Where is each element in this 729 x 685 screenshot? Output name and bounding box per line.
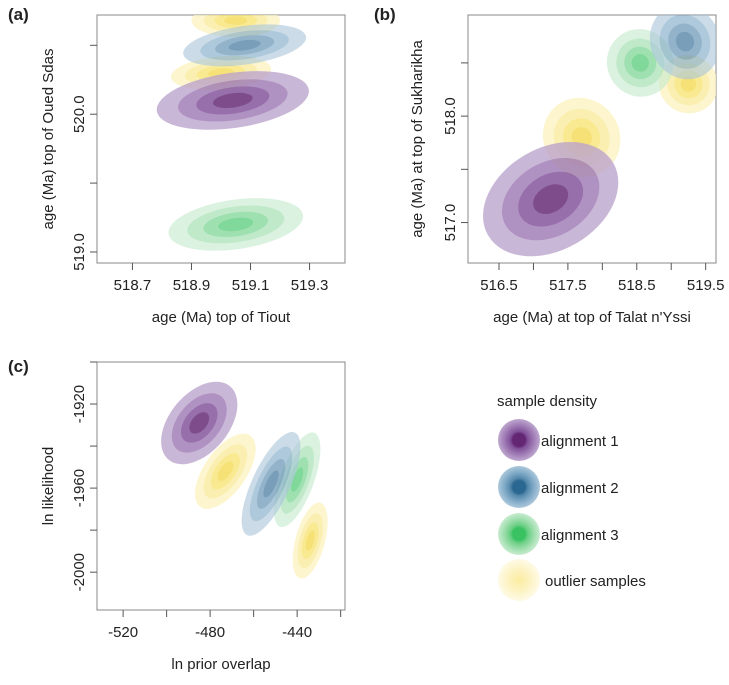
panel-b-x-tick-label: 518.5 — [618, 277, 656, 294]
panel-a-x-tick-label: 519.1 — [232, 277, 270, 294]
panel-b-x-tick-label: 517.5 — [549, 277, 587, 294]
panel-b-series-alignment-1 — [483, 141, 619, 257]
panel-c-frame — [96, 361, 346, 611]
panel-b-density — [483, 15, 716, 257]
legend-entry-alignment-2: alignment 2 — [498, 466, 619, 508]
panel-a-series-alignment-1 — [156, 71, 309, 130]
panel-c-x-tick-label: -480 — [195, 624, 225, 641]
panel-b-x-axis-label: age (Ma) at top of Talat n'Yssi — [493, 309, 691, 326]
panel-b-y-tick-label: 517.0 — [442, 204, 459, 242]
panel-b-x-ticks: 516.5 517.5 518.5 519.5 — [480, 263, 724, 294]
panel-a-x-tick-label: 518.9 — [173, 277, 211, 294]
legend-swatch-alignment-2 — [498, 466, 540, 508]
panel-a: (a) 518.7 518.9 519.1 519.3 519.0 520.0 age … — [8, 5, 346, 326]
legend-label-alignment-1: alignment 1 — [541, 433, 619, 450]
panel-a-alignment-2-region-1-level-4 — [228, 39, 261, 51]
panel-b: (b) 516.5 517.5 518.5 519.5 517.0 518.0 age … — [374, 5, 724, 326]
panel-b-frame — [467, 14, 717, 264]
legend-swatch-outlier-samples — [498, 559, 540, 601]
panel-letter-a: (a) — [8, 5, 29, 24]
panel-b-x-tick-label: 516.5 — [480, 277, 518, 294]
panel-b-outlier-samples-region-2-level-4 — [680, 76, 697, 92]
panel-a-x-ticks: 518.7 518.9 519.1 519.3 — [114, 263, 329, 294]
panel-c-x-axis-label: ln prior overlap — [171, 656, 270, 673]
panel-c-series-alignment-2 — [241, 432, 301, 536]
panel-a-density — [156, 15, 309, 251]
panel-b-alignment-2-region-1-level-4 — [675, 31, 695, 52]
legend-entry-alignment-1: alignment 1 — [498, 419, 619, 461]
panel-a-y-axis-label: age (Ma) top of Oued Sdas — [40, 49, 57, 230]
panel-letter-c: (c) — [8, 357, 29, 376]
panel-b-x-tick-label: 519.5 — [687, 277, 725, 294]
panel-c-x-tick-label: -440 — [282, 624, 312, 641]
panel-c-x-ticks: -520 -480 -440 — [108, 610, 342, 641]
panel-b-alignment-3-region-1-level-4 — [631, 54, 649, 72]
panel-a-x-tick-label: 518.7 — [114, 277, 152, 294]
legend-label-alignment-2: alignment 2 — [541, 480, 619, 497]
panel-a-outlier-samples-region-1-level-4 — [224, 16, 248, 25]
panel-c-y-axis-label: ln likelihood — [40, 447, 57, 525]
panel-b-series-alignment-2 — [649, 15, 716, 80]
panel-a-alignment-3-region-1-level-4 — [218, 217, 254, 232]
legend: sample density alignment 1 alignment 2 a… — [497, 393, 646, 601]
panel-c-series-outlier-samples — [195, 433, 328, 579]
panel-a-y-tick-label: 520.0 — [71, 95, 88, 133]
panel-c-alignment-2-region-1-level-4 — [263, 470, 279, 498]
panel-c-alignment-1-region-1-level-4 — [189, 412, 210, 434]
panel-c-y-ticks: -1920 -1960 -2000 — [71, 361, 97, 591]
panel-c-y-tick-label: -2000 — [71, 553, 88, 591]
panel-c-y-tick-label: -1960 — [71, 469, 88, 507]
panel-c-density — [161, 381, 328, 579]
panel-a-series-alignment-2 — [183, 24, 307, 67]
panel-a-y-ticks: 519.0 520.0 — [71, 44, 97, 271]
panel-c-x-tick-label: -520 — [108, 624, 138, 641]
legend-label-outlier-samples: outlier samples — [545, 573, 646, 590]
panel-b-y-tick-label: 518.0 — [442, 97, 459, 135]
legend-title: sample density — [497, 393, 598, 410]
panel-a-series-alignment-3 — [168, 198, 304, 251]
panel-a-alignment-1-region-1-level-4 — [213, 92, 253, 109]
panel-a-y-tick-label: 519.0 — [71, 233, 88, 271]
panel-c-outlier-samples-region-2-level-4 — [305, 530, 315, 551]
panel-b-y-ticks: 517.0 518.0 — [442, 62, 468, 242]
panel-c: (c) -520 -480 -440 -1920 -1960 -2000 ln prio… — [8, 357, 346, 673]
panel-b-alignment-1-region-1-level-4 — [533, 184, 569, 214]
panel-c-series-alignment-3 — [273, 432, 321, 528]
legend-entry-outlier-samples: outlier samples — [498, 559, 646, 601]
panel-letter-b: (b) — [374, 5, 396, 24]
panel-a-x-tick-label: 519.3 — [291, 277, 329, 294]
legend-swatch-alignment-3 — [498, 513, 540, 555]
legend-swatch-alignment-1 — [498, 419, 540, 461]
panel-a-x-axis-label: age (Ma) top of Tiout — [152, 309, 291, 326]
panel-b-y-axis-label: age (Ma) at top of Sukharikha — [409, 40, 426, 238]
legend-entry-alignment-3: alignment 3 — [498, 513, 619, 555]
panel-c-y-tick-label: -1920 — [71, 385, 88, 423]
legend-label-alignment-3: alignment 3 — [541, 527, 619, 544]
panel-c-alignment-3-region-1-level-4 — [291, 467, 304, 493]
panel-c-series-alignment-1 — [161, 381, 238, 465]
panel-c-outlier-samples-region-1-level-4 — [217, 461, 234, 482]
